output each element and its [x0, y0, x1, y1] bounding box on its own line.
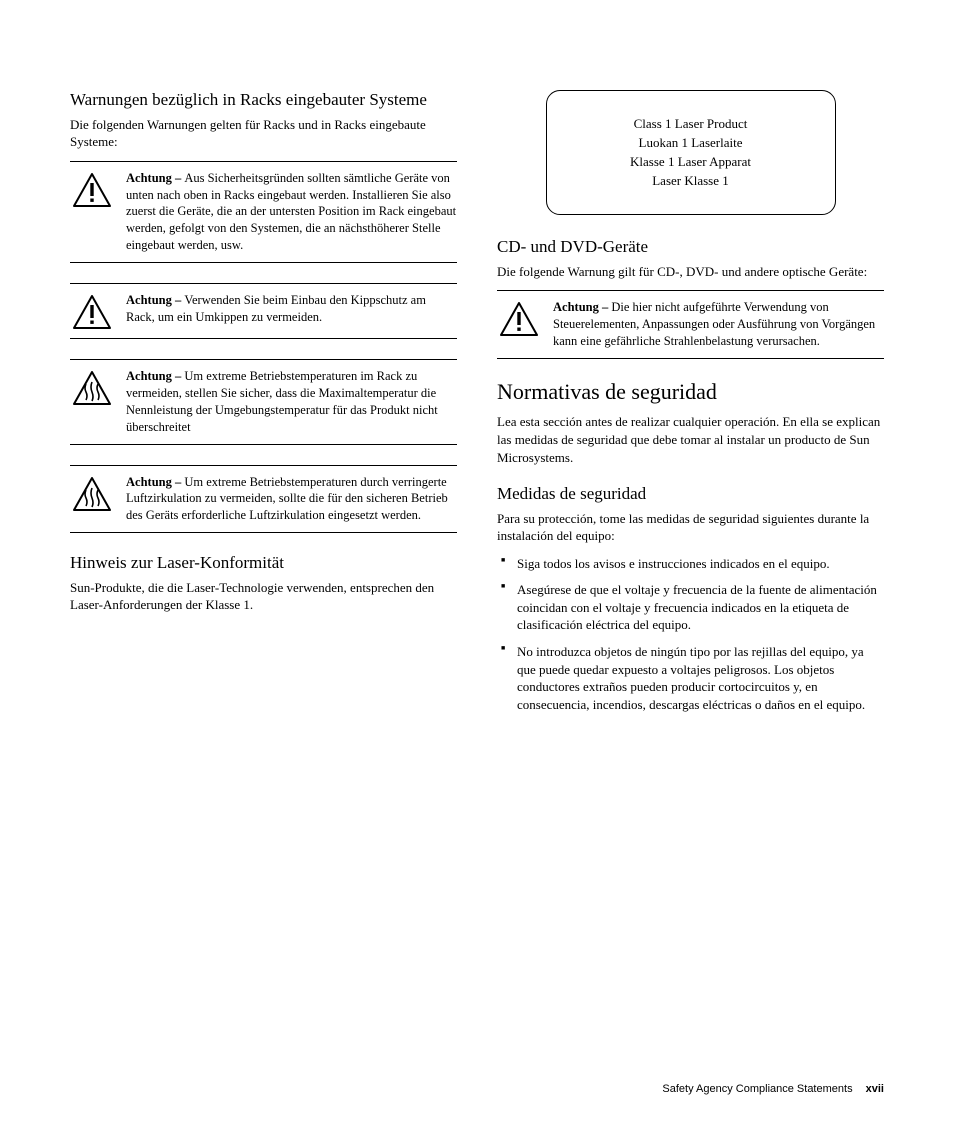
list-item: Asegúrese de que el voltaje y frecuencia… — [497, 581, 884, 634]
caution-icon — [70, 170, 114, 208]
warning-text: Achtung – Verwenden Sie beim Einbau den … — [126, 292, 457, 326]
warning-cd-text: Achtung – Die hier nicht aufgeführte Ver… — [553, 299, 884, 350]
warning-label: Achtung – — [126, 171, 184, 185]
warning-cd-dvd: Achtung – Die hier nicht aufgeführte Ver… — [497, 290, 884, 359]
heading-normativas: Normativas de seguridad — [497, 379, 884, 405]
heat-icon — [70, 368, 114, 406]
right-column: Class 1 Laser Product Luokan 1 Laserlait… — [497, 90, 884, 722]
heading-laser: Hinweis zur Laser-Konformität — [70, 553, 457, 573]
heading-medidas: Medidas de seguridad — [497, 484, 884, 504]
heading-cd-dvd: CD- und DVD-Geräte — [497, 237, 884, 257]
laser-class-box: Class 1 Laser Product Luokan 1 Laserlait… — [546, 90, 836, 215]
laser-line-2: Luokan 1 Laserlaite — [587, 134, 795, 153]
safety-list: Siga todos los avisos e instrucciones in… — [497, 555, 884, 713]
page-footer: Safety Agency Compliance Statements xvii — [662, 1082, 884, 1097]
heading-racks: Warnungen bezüglich in Racks eingebauter… — [70, 90, 457, 110]
caution-icon — [497, 299, 541, 337]
intro-racks: Die folgenden Warnungen gelten für Racks… — [70, 116, 457, 151]
warning-text: Achtung – Aus Sicherheitsgründen sollten… — [126, 170, 457, 254]
heat-icon — [70, 474, 114, 512]
laser-line-1: Class 1 Laser Product — [587, 115, 795, 134]
caution-icon — [70, 292, 114, 330]
warning-block: Achtung – Aus Sicherheitsgründen sollten… — [70, 161, 457, 263]
warning-label: Achtung – — [126, 475, 184, 489]
warning-label: Achtung – — [126, 369, 184, 383]
warning-block: Achtung – Um extreme Betriebstemperature… — [70, 465, 457, 534]
page-number: xvii — [866, 1083, 884, 1095]
laser-line-3: Klasse 1 Laser Apparat — [587, 153, 795, 172]
warning-label: Achtung – — [553, 300, 611, 314]
p-medidas: Para su protección, tome las medidas de … — [497, 510, 884, 545]
warning-label: Achtung – — [126, 293, 184, 307]
laser-line-4: Laser Klasse 1 — [587, 172, 795, 191]
footer-title: Safety Agency Compliance Statements — [662, 1083, 852, 1095]
left-column: Warnungen bezüglich in Racks eingebauter… — [70, 90, 457, 722]
p-normativas: Lea esta sección antes de realizar cualq… — [497, 413, 884, 466]
list-item: No introduzca objetos de ningún tipo por… — [497, 643, 884, 713]
p-cd-dvd: Die folgende Warnung gilt für CD-, DVD- … — [497, 263, 884, 281]
warning-block: Achtung – Verwenden Sie beim Einbau den … — [70, 283, 457, 339]
warning-text: Achtung – Um extreme Betriebstemperature… — [126, 368, 457, 436]
p-laser: Sun-Produkte, die die Laser-Technologie … — [70, 579, 457, 614]
list-item: Siga todos los avisos e instrucciones in… — [497, 555, 884, 573]
warning-block: Achtung – Um extreme Betriebstemperature… — [70, 359, 457, 445]
warning-text: Achtung – Um extreme Betriebstemperature… — [126, 474, 457, 525]
